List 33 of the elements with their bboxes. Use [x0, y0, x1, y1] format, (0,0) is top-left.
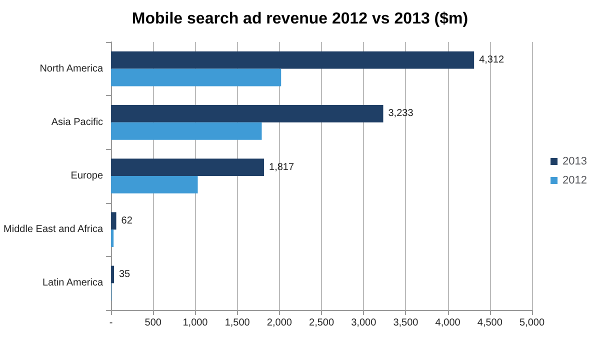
- x-tick-label: 2,500: [309, 318, 334, 328]
- bar: [111, 266, 114, 284]
- data-label: 35: [118, 268, 131, 280]
- bar: [111, 212, 116, 230]
- data-label: 1,817: [269, 162, 294, 173]
- bar: [111, 230, 114, 248]
- x-tick-label: 1,000: [182, 318, 208, 328]
- bar: [111, 104, 384, 122]
- x-tick-label: 2,000: [266, 318, 292, 328]
- y-tick-label: Europe: [70, 170, 104, 182]
- x-tick-label: 4,500: [477, 318, 503, 328]
- bar: [111, 122, 262, 140]
- x-tick-label: 500: [144, 318, 162, 328]
- chart-title: Mobile search ad revenue 2012 vs 2013 ($m): [132, 10, 468, 28]
- bar: [111, 176, 198, 194]
- x-tick-label: 4,000: [435, 318, 461, 328]
- x-tick-label: -: [109, 318, 113, 328]
- data-label: 3,233: [388, 108, 414, 120]
- x-tick-label: 3,500: [393, 318, 419, 328]
- data-label: 62: [121, 215, 133, 226]
- legend-label: 2012: [562, 174, 588, 186]
- legend-label: 2013: [562, 156, 588, 168]
- bar: [111, 158, 264, 176]
- x-tick-label: 5,000: [519, 318, 545, 328]
- y-tick-label: Latin America: [42, 278, 104, 289]
- x-tick-label: 1,500: [224, 318, 250, 328]
- y-tick-label: Middle East and Africa: [4, 224, 104, 236]
- x-tick-label: 3,000: [351, 318, 377, 328]
- y-tick-label: Asia Pacific: [51, 116, 104, 128]
- bar: [111, 51, 474, 69]
- bar: [111, 68, 282, 86]
- data-label: 4,312: [479, 54, 505, 66]
- y-tick-label: North America: [40, 63, 104, 74]
